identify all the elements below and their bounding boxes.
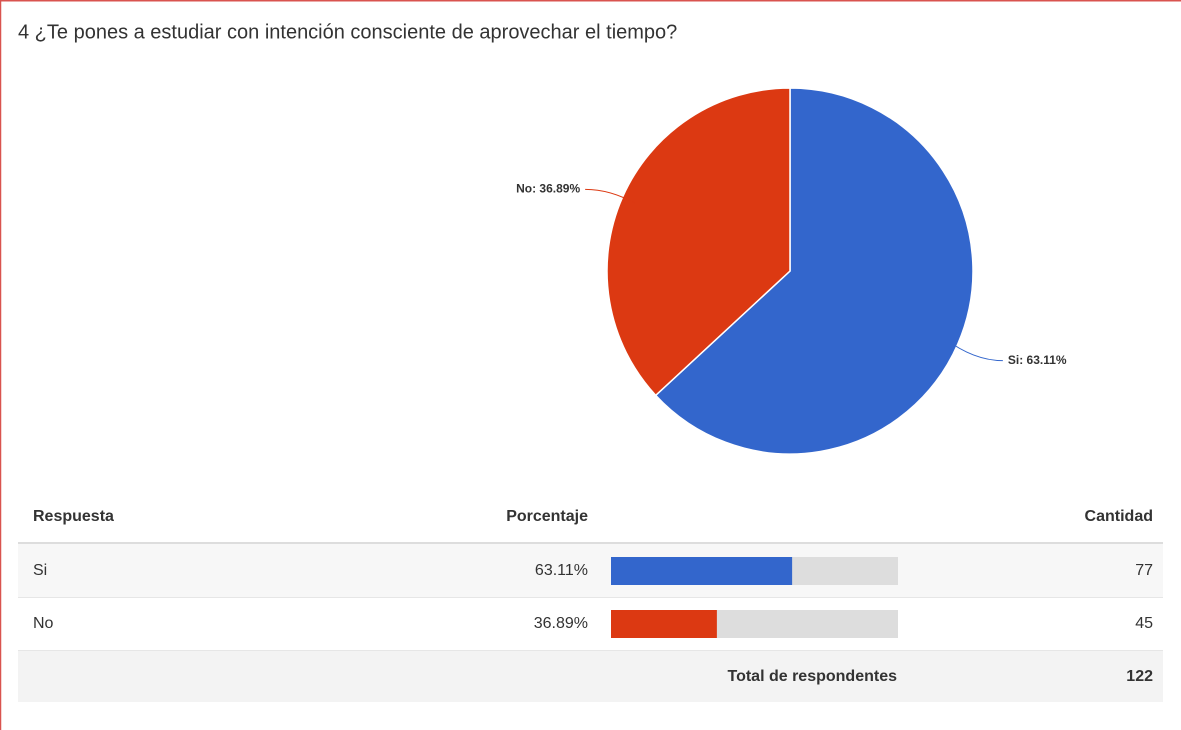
question-title: 4 ¿Te pones a estudiar con intención con… <box>18 21 677 43</box>
column-header: Cantidad <box>1085 508 1153 525</box>
leader-line <box>585 188 636 204</box>
percent-label: 36.89% <box>534 615 588 632</box>
pie-slice <box>606 87 791 397</box>
row-background <box>18 544 1163 597</box>
answer-label: No <box>33 615 54 632</box>
pie-slice <box>654 87 974 455</box>
bar <box>611 610 717 638</box>
total-row-background <box>18 651 1163 702</box>
slice-label: No: 36.89% <box>516 182 580 196</box>
slice-label: Si: 63.11% <box>1008 353 1067 367</box>
column-header: Respuesta <box>33 508 114 525</box>
bar <box>611 557 793 585</box>
total-label: Total de respondentes <box>727 668 897 685</box>
answer-label: Si <box>33 562 47 579</box>
count-label: 45 <box>1135 615 1153 632</box>
count-label: 77 <box>1135 562 1153 579</box>
total-value: 122 <box>1126 668 1153 685</box>
leader-line <box>944 338 1003 362</box>
column-header: Porcentaje <box>506 508 588 525</box>
percent-label: 63.11% <box>535 562 588 579</box>
